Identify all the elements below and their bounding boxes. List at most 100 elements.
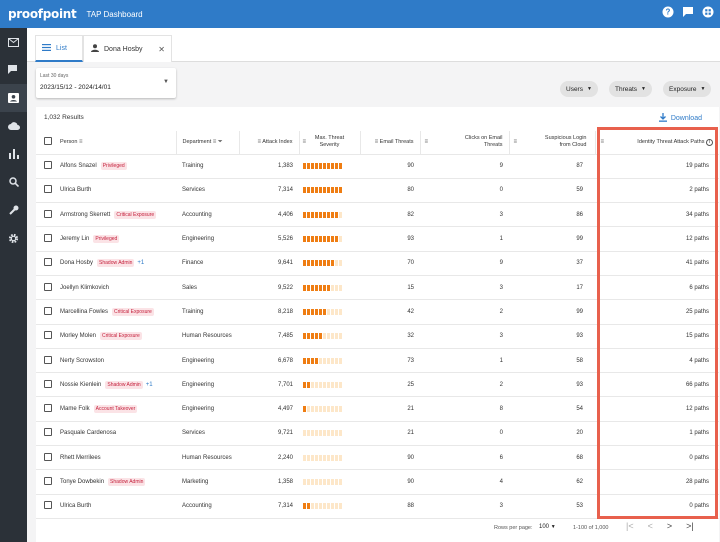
table-row[interactable]: Morley Molen Critical Exposure Human Resou… [36, 324, 719, 349]
next-page-icon[interactable]: > [666, 521, 673, 531]
person-cell[interactable]: Dona Hosby Shadow Admin +1 [52, 251, 176, 276]
tab-dona-hosby[interactable]: Dona Hosby ✕ [83, 35, 172, 62]
row-checkbox[interactable] [44, 282, 52, 291]
person-cell[interactable]: Rhett Merrilees [52, 445, 176, 471]
col-clicks-on-email-threats[interactable]: ≡ Clicks on Email Threats [420, 131, 510, 155]
person-name[interactable]: Morley Molen [60, 333, 97, 340]
sort-icon[interactable]: ≡ [424, 139, 429, 145]
person-cell[interactable]: Nerty Scrowston [52, 348, 176, 374]
person-name[interactable]: Pasquale Cardenosa [60, 430, 117, 437]
row-checkbox[interactable] [44, 185, 52, 194]
date-range-select[interactable]: Last 30 days 2023/15/12 - 2024/14/01 ▼ [36, 68, 176, 98]
sort-icon[interactable]: ≡ [302, 139, 307, 145]
table-row[interactable]: Rhett Merrilees Human Resources 2,240 90 6 68… [36, 445, 719, 471]
person-cell[interactable]: Pasquale Cardenosa [52, 421, 176, 447]
first-page-icon[interactable]: |< [626, 521, 634, 531]
col-attack-index[interactable]: ≡ Attack Index [239, 131, 300, 155]
person-name[interactable]: Ulrica Burth [60, 503, 92, 510]
table-row[interactable]: Marcellina Fowles Critical Exposure Traini… [36, 299, 719, 325]
person-cell[interactable]: Mame Folk Account Takeover [52, 396, 176, 422]
person-cell[interactable]: Tonye Dowbekin Shadow Admin [52, 469, 176, 495]
help-icon[interactable]: ? [662, 6, 674, 18]
sort-icon[interactable]: ≡ [212, 138, 217, 145]
person-name[interactable]: Mame Folk [60, 406, 90, 413]
download-button[interactable]: Download [658, 113, 702, 124]
row-checkbox[interactable] [44, 452, 52, 461]
sort-icon[interactable]: ≡ [374, 139, 379, 146]
previous-page-icon[interactable]: < [647, 521, 653, 531]
row-checkbox[interactable] [44, 379, 52, 388]
last-page-icon[interactable]: >| [686, 521, 694, 531]
table-row[interactable]: Mame Folk Account Takeover Engineering 4,49… [36, 396, 719, 422]
exposure-filter-chip[interactable]: Exposure ▼ [663, 81, 712, 97]
cloud-icon[interactable] [0, 112, 27, 140]
table-row[interactable]: Nossie Kienlein Shadow Admin +1 Engineering… [36, 372, 719, 398]
person-name[interactable]: Nossie Kienlein [60, 381, 102, 388]
table-row[interactable]: Ulrica Burth Services 7,314 80 0 59 2 paths [36, 178, 719, 204]
person-name[interactable]: Marcellina Fowles [60, 308, 109, 315]
person-name[interactable]: Joellyn Klimkovich [60, 284, 110, 291]
table-row[interactable]: Dona Hosby Shadow Admin +1 Finance 9,641 70 9 3… [36, 251, 719, 276]
row-checkbox[interactable] [44, 404, 52, 413]
person-name[interactable]: Dona Hosby [60, 260, 94, 267]
table-row[interactable]: Ulrica Burth Accounting 7,314 88 3 53 0 paths [36, 494, 719, 519]
select-all-checkbox[interactable] [44, 137, 52, 146]
row-checkbox[interactable] [44, 161, 52, 170]
sort-icon[interactable]: ≡ [513, 139, 518, 145]
search-icon[interactable] [0, 168, 27, 196]
tab-list[interactable]: List [35, 35, 83, 62]
person-name[interactable]: Ulrica Burth [60, 187, 92, 194]
col-identity-threat-attack-paths[interactable]: ≡ Identity Threat Attack Paths i [595, 131, 719, 155]
table-row[interactable]: Nerty Scrowston Engineering 6,678 73 1 58 4 pa… [36, 348, 719, 374]
bar-chart-icon[interactable] [0, 140, 27, 168]
settings-gear-icon[interactable] [0, 224, 27, 252]
more-badges-count[interactable]: +1 [145, 381, 153, 388]
info-icon[interactable]: i [706, 138, 713, 146]
table-row[interactable]: Jeremy Lin Privileged Engineering 5,526 93 1 9… [36, 226, 719, 252]
person-name[interactable]: Rhett Merrilees [60, 454, 101, 461]
person-cell[interactable]: Joellyn Klimkovich [52, 275, 176, 301]
mail-icon[interactable] [0, 28, 27, 56]
row-checkbox[interactable] [44, 428, 52, 437]
row-checkbox[interactable] [44, 234, 52, 243]
person-cell[interactable]: Alfons Snazel Privileged [52, 154, 176, 179]
filter-funnel-icon[interactable]: ⏷ [217, 138, 223, 145]
row-checkbox[interactable] [44, 477, 52, 485]
row-checkbox[interactable] [44, 331, 52, 340]
row-checkbox[interactable] [44, 306, 52, 315]
table-row[interactable]: Alfons Snazel Privileged Training 1,383 90 9 8… [36, 154, 719, 179]
person-name[interactable]: Armstrong Skerrett [60, 211, 111, 218]
table-row[interactable]: Joellyn Klimkovich Sales 9,522 15 3 17 6 paths [36, 275, 719, 301]
row-checkbox[interactable] [44, 209, 52, 218]
rows-per-page-select[interactable]: 100 ▼ [539, 524, 556, 530]
sort-icon[interactable]: ≡ [78, 139, 83, 146]
person-cell[interactable]: Armstrong Skerrett Critical Exposure [52, 202, 176, 228]
sort-icon[interactable]: ≡ [600, 139, 605, 145]
person-cell[interactable]: Morley Molen Critical Exposure [52, 324, 176, 349]
person-cell[interactable]: Nossie Kienlein Shadow Admin +1 [52, 372, 176, 398]
person-cell[interactable]: Ulrica Burth [52, 178, 176, 204]
table-row[interactable]: Tonye Dowbekin Shadow Admin Marketing 1,358… [36, 469, 719, 495]
proofpoint-logo[interactable]: proofpoint [8, 7, 77, 21]
col-email-threats[interactable]: ≡ Email Threats [360, 131, 421, 155]
col-department[interactable]: Department ≡ ⏷ [176, 131, 240, 155]
person-cell[interactable]: Jeremy Lin Privileged [52, 226, 176, 252]
col-suspicious-login[interactable]: ≡ Suspicious Login from Cloud [509, 131, 596, 155]
apps-grid-icon[interactable] [702, 6, 714, 18]
person-cell[interactable]: Ulrica Burth [52, 494, 176, 519]
table-row[interactable]: Armstrong Skerrett Critical Exposure Accou… [36, 202, 719, 228]
col-max-threat-severity[interactable]: ≡ Max. Threat Severity [299, 131, 361, 155]
person-cell[interactable]: Marcellina Fowles Critical Exposure [52, 299, 176, 325]
row-checkbox[interactable] [44, 501, 52, 510]
col-person[interactable]: Person ≡ [52, 131, 177, 155]
threats-filter-chip[interactable]: Threats ▼ [609, 81, 652, 97]
person-name[interactable]: Alfons Snazel [60, 163, 97, 170]
sort-icon[interactable]: ≡ [257, 139, 261, 146]
person-name[interactable]: Nerty Scrowston [60, 357, 105, 364]
more-badges-count[interactable]: +1 [137, 260, 145, 267]
person-name[interactable]: Tonye Dowbekin [60, 479, 105, 485]
users-filter-chip[interactable]: Users ▼ [560, 81, 598, 97]
row-checkbox[interactable] [44, 258, 52, 267]
person-name[interactable]: Jeremy Lin [60, 236, 90, 243]
close-tab-icon[interactable]: ✕ [158, 44, 165, 54]
